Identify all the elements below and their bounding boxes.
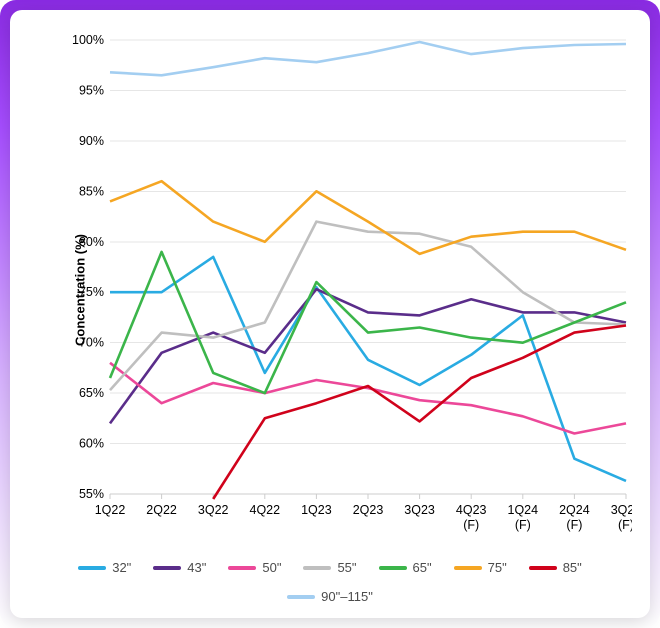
legend-swatch	[529, 566, 557, 570]
chart-panel: Concentration (%) 55%60%65%70%75%80%85%9…	[10, 10, 650, 618]
svg-text:55%: 55%	[79, 487, 104, 501]
legend: 32" 43" 50" 55" 65" 75" 85" 90"–115"	[28, 560, 632, 604]
svg-text:3Q22: 3Q22	[198, 503, 229, 517]
series-line	[110, 257, 626, 481]
legend-label: 65"	[413, 560, 432, 575]
plot-area: Concentration (%) 55%60%65%70%75%80%85%9…	[28, 30, 632, 550]
series-line	[213, 326, 626, 500]
svg-text:70%: 70%	[79, 336, 104, 350]
svg-text:(F): (F)	[618, 518, 632, 532]
svg-text:3Q24: 3Q24	[611, 503, 632, 517]
legend-item: 50"	[228, 560, 281, 575]
gradient-frame: Concentration (%) 55%60%65%70%75%80%85%9…	[0, 0, 660, 628]
svg-text:95%: 95%	[79, 83, 104, 97]
legend-swatch	[228, 566, 256, 570]
svg-text:85%: 85%	[79, 184, 104, 198]
legend-swatch	[454, 566, 482, 570]
svg-text:2Q22: 2Q22	[146, 503, 177, 517]
legend-item: 75"	[454, 560, 507, 575]
legend-label: 32"	[112, 560, 131, 575]
legend-label: 75"	[488, 560, 507, 575]
legend-item: 65"	[379, 560, 432, 575]
legend-swatch	[153, 566, 181, 570]
legend-swatch	[379, 566, 407, 570]
legend-swatch	[303, 566, 331, 570]
legend-item: 32"	[78, 560, 131, 575]
series-line	[110, 181, 626, 254]
legend-label: 55"	[337, 560, 356, 575]
legend-item: 43"	[153, 560, 206, 575]
svg-text:1Q24: 1Q24	[508, 503, 539, 517]
svg-text:100%: 100%	[72, 33, 104, 47]
svg-text:(F): (F)	[463, 518, 479, 532]
svg-text:1Q22: 1Q22	[95, 503, 126, 517]
svg-text:65%: 65%	[79, 386, 104, 400]
svg-text:4Q22: 4Q22	[250, 503, 281, 517]
legend-swatch	[287, 595, 315, 599]
svg-text:2Q24: 2Q24	[559, 503, 590, 517]
svg-text:(F): (F)	[515, 518, 531, 532]
series-line	[110, 222, 626, 391]
svg-text:(F): (F)	[566, 518, 582, 532]
svg-text:80%: 80%	[79, 235, 104, 249]
svg-text:2Q23: 2Q23	[353, 503, 384, 517]
svg-text:1Q23: 1Q23	[301, 503, 332, 517]
legend-label: 85"	[563, 560, 582, 575]
svg-text:75%: 75%	[79, 285, 104, 299]
legend-label: 90"–115"	[321, 589, 373, 604]
svg-text:60%: 60%	[79, 437, 104, 451]
svg-text:90%: 90%	[79, 134, 104, 148]
legend-swatch	[78, 566, 106, 570]
svg-text:3Q23: 3Q23	[404, 503, 435, 517]
svg-text:4Q23: 4Q23	[456, 503, 487, 517]
legend-label: 50"	[262, 560, 281, 575]
legend-label: 43"	[187, 560, 206, 575]
series-line	[110, 42, 626, 75]
legend-item: 85"	[529, 560, 582, 575]
line-chart: 55% 60% 65% 70% 75% 80% 85% 90% 95% 100% 1Q22 2Q22 3…	[72, 30, 632, 550]
legend-item: 55"	[303, 560, 356, 575]
series-line	[110, 363, 626, 434]
legend-item: 90"–115"	[287, 589, 373, 604]
